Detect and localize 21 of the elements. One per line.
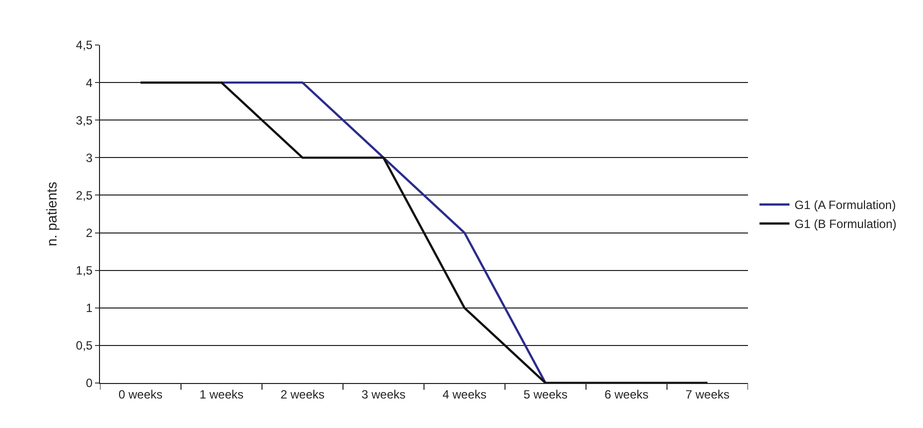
y-tick-label: 1: [86, 301, 93, 316]
y-tick-label: 4,5: [76, 38, 93, 52]
x-tick-label: 3 weeks: [361, 387, 406, 402]
y-tick-label: 0: [86, 376, 93, 390]
y-tick-label: 4: [86, 76, 93, 90]
legend-label: G1 (A Formulation): [794, 198, 896, 212]
y-tick-label: 0,5: [76, 338, 93, 353]
x-tick-label: 2 weeks: [280, 387, 325, 402]
y-axis-title: n. patients: [44, 182, 60, 246]
x-tick-label: 7 weeks: [685, 387, 730, 402]
y-tick-label: 3: [86, 150, 93, 165]
y-tick-label: 2: [86, 226, 93, 240]
x-tick-label: 1 weeks: [199, 387, 244, 402]
x-tick-label: 5 weeks: [523, 387, 568, 402]
y-tick-label: 1,5: [76, 264, 93, 278]
y-tick-label: 3,5: [76, 113, 93, 128]
x-tick-label: 0 weeks: [118, 387, 163, 402]
y-tick-label: 2,5: [76, 188, 93, 202]
x-tick-label: 6 weeks: [604, 387, 649, 402]
legend-label: G1 (B Formulation): [794, 217, 897, 232]
x-tick-label: 4 weeks: [442, 387, 487, 402]
